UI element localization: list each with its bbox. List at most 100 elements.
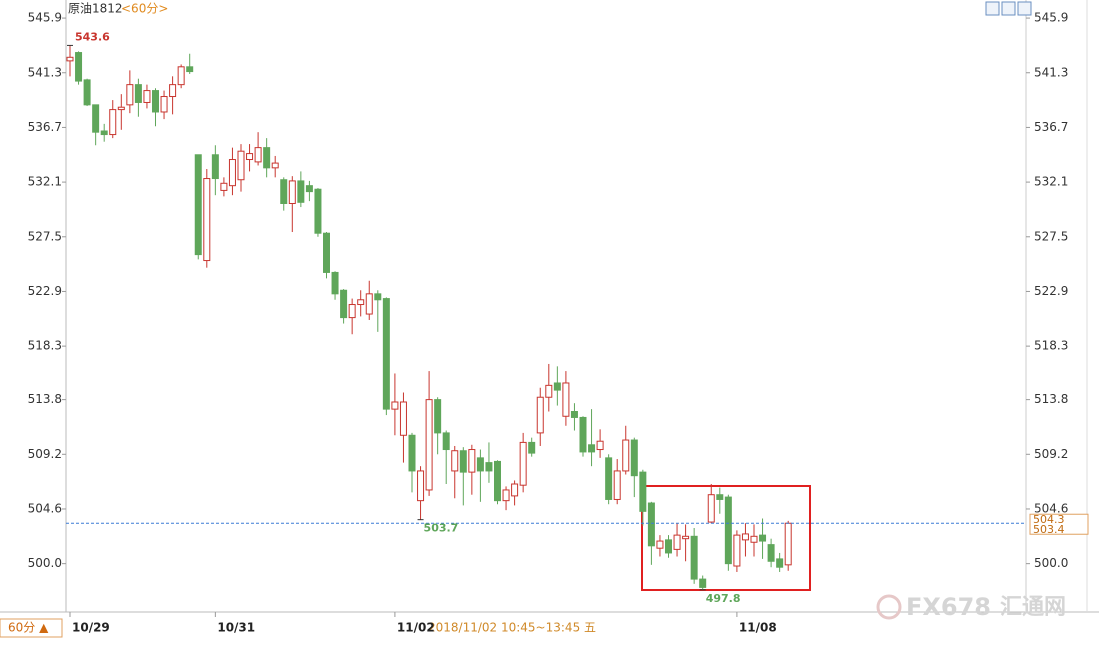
max-label: 543.6 xyxy=(75,30,110,43)
candle-body xyxy=(280,179,288,204)
candle-body xyxy=(92,104,100,133)
y-tick-label: 500.0 xyxy=(28,556,62,570)
candle-body xyxy=(399,401,407,436)
y-tick-label: 522.9 xyxy=(28,284,62,298)
candle-body xyxy=(237,150,245,181)
candle-body xyxy=(348,304,356,319)
y-tick-label-right: 532.1 xyxy=(1034,175,1068,189)
candle-body xyxy=(340,289,348,319)
candle-body xyxy=(160,96,168,113)
candle-body xyxy=(425,399,433,491)
candle-body xyxy=(228,159,236,187)
candle-body xyxy=(553,382,561,391)
candle-body xyxy=(699,578,707,588)
x-tick-label: 11/08 xyxy=(739,621,777,635)
candle-body xyxy=(459,450,467,473)
toolbar[interactable] xyxy=(985,1,1032,16)
candle-body xyxy=(588,444,596,453)
candle-body xyxy=(622,439,630,472)
candle-body xyxy=(391,401,399,410)
candle-body xyxy=(451,450,459,472)
candle-body xyxy=(545,384,553,398)
candle-body xyxy=(434,399,442,434)
y-tick-label-right: 500.0 xyxy=(1034,556,1068,570)
x-tick-label: 11/02 xyxy=(397,621,435,635)
candle-body xyxy=(562,382,570,417)
period-button[interactable] xyxy=(0,618,63,638)
candle-body xyxy=(83,79,91,106)
price-box xyxy=(1029,513,1089,535)
watermark: FX678 xyxy=(906,593,991,621)
period-label[interactable]: 60分 ▲ xyxy=(8,621,49,635)
candle-body xyxy=(673,534,681,550)
y-tick-label: 545.9 xyxy=(28,11,62,25)
highlight-box xyxy=(641,485,811,591)
candle-body xyxy=(66,56,74,62)
candle-body xyxy=(263,147,271,169)
candle-body xyxy=(665,539,672,554)
candle-body xyxy=(271,162,279,169)
candle-body xyxy=(570,411,578,418)
candle-body xyxy=(357,299,365,306)
candle-body xyxy=(194,154,202,256)
candle-body xyxy=(186,66,194,73)
min-label: 497.8 xyxy=(706,592,741,605)
y-tick-label: 509.2 xyxy=(28,447,62,461)
candle-body xyxy=(494,460,501,502)
candle-body xyxy=(331,271,339,295)
y-tick-label-right: 536.7 xyxy=(1034,120,1068,134)
candle-body xyxy=(485,462,493,472)
candle-body xyxy=(323,232,330,273)
candle-body xyxy=(442,432,450,451)
candle-body xyxy=(690,535,698,580)
watermark: 汇通网 xyxy=(1000,595,1066,620)
logo xyxy=(876,594,902,620)
candle-body xyxy=(579,416,587,453)
candle-body xyxy=(169,84,177,98)
candle-body xyxy=(203,178,211,262)
y-tick-label-right: 527.5 xyxy=(1034,229,1068,243)
candle-body xyxy=(476,457,484,472)
candle-body xyxy=(109,109,117,136)
candle-body xyxy=(639,471,647,512)
candle-body xyxy=(374,293,382,301)
min-label: 503.7 xyxy=(424,522,459,535)
candle-body xyxy=(126,84,134,106)
candle-body xyxy=(750,535,758,543)
candle-body xyxy=(502,489,510,502)
candle-body xyxy=(767,544,775,562)
candle-body xyxy=(519,441,527,486)
candle-body xyxy=(724,496,732,565)
x-tick-label: 10/29 xyxy=(72,621,110,635)
candle-body xyxy=(536,396,544,434)
candle-body xyxy=(152,90,159,113)
candle-body xyxy=(596,440,604,451)
candle-body xyxy=(408,434,416,472)
y-tick-label-right: 513.8 xyxy=(1034,392,1068,406)
price-label: 504.3 xyxy=(1033,513,1065,526)
candle-body xyxy=(314,188,322,234)
y-tick-label-right: 504.6 xyxy=(1034,501,1068,515)
y-tick-label: 513.8 xyxy=(28,392,62,406)
y-tick-label-right: 522.9 xyxy=(1034,284,1068,298)
chart-title: 原油1812 xyxy=(68,2,123,16)
y-tick-label-right: 509.2 xyxy=(1034,447,1068,461)
candle-body xyxy=(733,534,741,567)
candle-body xyxy=(297,180,305,203)
candle-body xyxy=(365,293,373,315)
y-tick-label: 527.5 xyxy=(28,229,62,243)
candle-body xyxy=(656,540,664,549)
candle-body xyxy=(759,534,767,542)
candle-body xyxy=(254,147,262,163)
y-tick-label: 541.3 xyxy=(28,65,62,79)
candle-body xyxy=(682,535,690,540)
candle-body xyxy=(776,558,784,568)
candle-body xyxy=(382,298,390,410)
candle-body xyxy=(741,533,749,541)
candle-body xyxy=(716,494,724,500)
candle-body xyxy=(784,522,792,566)
y-tick-label: 518.3 xyxy=(28,339,62,353)
x-tick-label: 10/31 xyxy=(217,621,255,635)
cursor-label: 2018/11/02 10:45~13:45 五 xyxy=(428,621,596,635)
